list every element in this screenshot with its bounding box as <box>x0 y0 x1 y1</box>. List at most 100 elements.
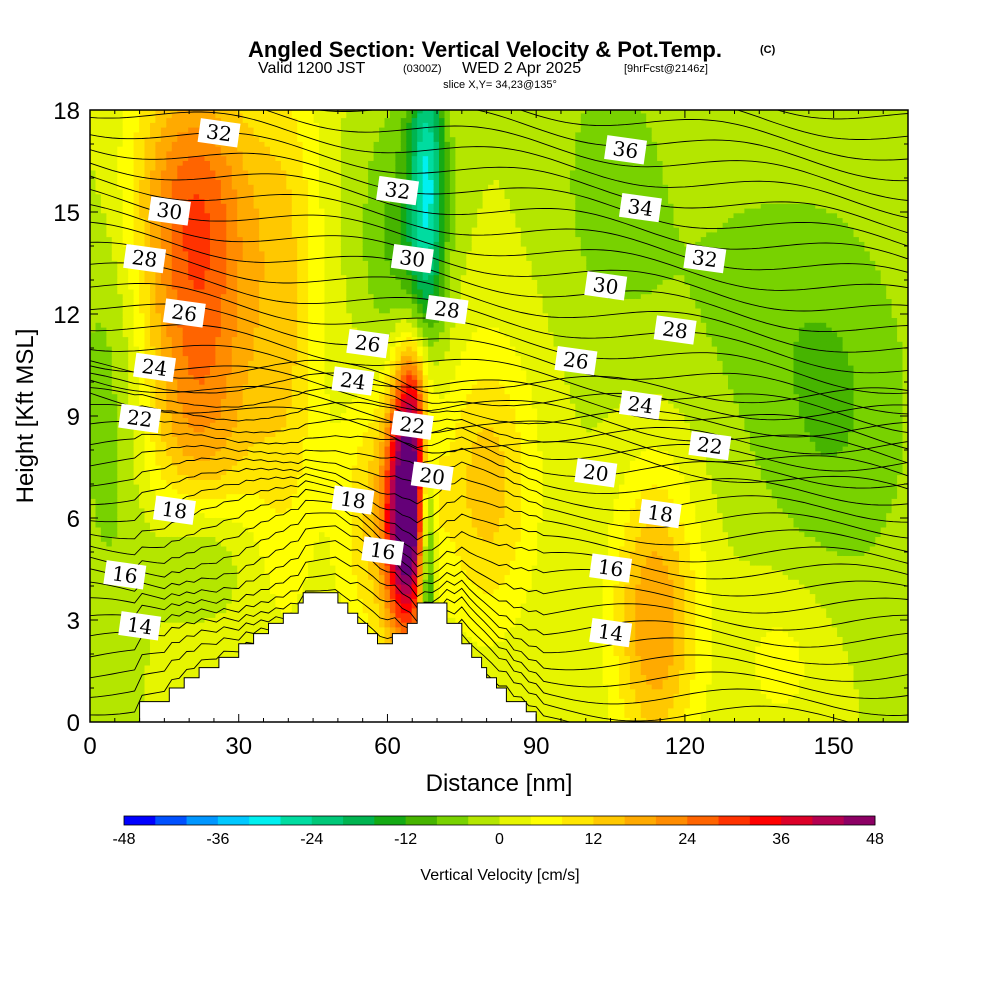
heatmap-cell <box>90 312 97 318</box>
heatmap-cell <box>286 227 293 233</box>
heatmap-cell <box>226 146 233 152</box>
heatmap-cell <box>144 536 151 542</box>
heatmap-cell <box>215 393 222 399</box>
heatmap-cell <box>237 341 244 347</box>
heatmap-cell <box>291 503 298 509</box>
heatmap-cell <box>220 188 227 195</box>
heatmap-cell <box>122 698 129 704</box>
heatmap-cell <box>133 488 140 495</box>
heatmap-cell <box>150 555 157 561</box>
heatmap-cell <box>155 146 162 152</box>
heatmap-cell <box>199 203 206 209</box>
heatmap-cell <box>90 265 97 271</box>
heatmap-cell <box>117 503 124 509</box>
heatmap-cell <box>259 441 266 447</box>
heatmap-cell <box>280 131 287 138</box>
heatmap-cell <box>139 127 146 133</box>
heatmap-cell <box>231 231 238 238</box>
heatmap-cell <box>204 174 211 180</box>
heatmap-cell <box>226 579 233 585</box>
heatmap-cell <box>177 484 184 490</box>
heatmap-cell <box>106 341 113 347</box>
heatmap-cell <box>220 493 227 499</box>
heatmap-cell <box>199 555 206 561</box>
heatmap-cell <box>171 384 178 390</box>
heatmap-cell <box>122 117 129 123</box>
heatmap-cell <box>193 212 200 219</box>
heatmap-cell <box>188 536 195 542</box>
heatmap-cell <box>248 269 255 276</box>
heatmap-cell <box>264 479 271 485</box>
heatmap-cell <box>171 250 178 257</box>
heatmap-cell <box>106 231 113 238</box>
heatmap-cell <box>117 112 124 119</box>
heatmap-cell <box>210 479 217 485</box>
heatmap-cell <box>231 579 238 585</box>
heatmap-cell <box>242 246 249 252</box>
heatmap-cell <box>90 469 97 476</box>
heatmap-cell <box>95 626 102 633</box>
heatmap-cell <box>117 293 124 299</box>
heatmap-cell <box>106 541 113 547</box>
heatmap-cell <box>237 398 244 404</box>
heatmap-cell <box>150 150 157 157</box>
heatmap-cell <box>248 474 255 480</box>
heatmap-cell <box>193 227 200 233</box>
heatmap-cell <box>259 127 266 133</box>
heatmap-cell <box>215 331 222 338</box>
heatmap-cell <box>270 188 277 195</box>
heatmap-cell <box>199 522 206 528</box>
heatmap-cell <box>242 298 249 304</box>
heatmap-cell <box>100 474 107 480</box>
heatmap-cell <box>117 288 124 295</box>
heatmap-cell <box>160 603 167 609</box>
heatmap-cell <box>166 255 173 261</box>
heatmap-cell <box>122 541 129 547</box>
heatmap-cell <box>280 350 287 357</box>
heatmap-cell <box>220 184 227 190</box>
heatmap-cell <box>177 426 184 433</box>
heatmap-cell <box>275 265 282 271</box>
heatmap-cell <box>210 660 217 666</box>
heatmap-cell <box>155 160 162 166</box>
heatmap-cell <box>100 526 107 533</box>
heatmap-cell <box>139 122 146 128</box>
heatmap-cell <box>220 165 227 171</box>
heatmap-cell <box>264 564 271 571</box>
heatmap-cell <box>106 236 113 242</box>
heatmap-cell <box>237 336 244 342</box>
heatmap-cell <box>231 307 238 314</box>
heatmap-cell <box>111 393 118 399</box>
heatmap-cell <box>188 293 195 299</box>
heatmap-cell <box>144 522 151 528</box>
heatmap-cell <box>220 322 227 328</box>
heatmap-cell <box>275 436 282 442</box>
heatmap-cell <box>122 236 129 242</box>
heatmap-cell <box>133 198 140 204</box>
heatmap-cell <box>199 169 206 176</box>
heatmap-cell <box>226 207 233 214</box>
heatmap-cell <box>122 274 129 280</box>
heatmap-cell <box>117 636 124 642</box>
heatmap-cell <box>204 560 211 566</box>
heatmap-cell <box>188 641 195 647</box>
heatmap-cell <box>166 165 173 171</box>
heatmap-cell <box>171 326 178 333</box>
heatmap-cell <box>182 660 189 666</box>
heatmap-cell <box>117 203 124 209</box>
heatmap-cell <box>144 555 151 561</box>
heatmap-cell <box>111 241 118 247</box>
heatmap-cell <box>259 412 266 418</box>
heatmap-cell <box>242 227 249 233</box>
heatmap-cell <box>90 698 97 704</box>
heatmap-cell <box>253 564 260 571</box>
heatmap-cell <box>231 341 238 347</box>
heatmap-cell <box>117 431 124 437</box>
heatmap-cell <box>253 174 260 180</box>
heatmap-cell <box>220 393 227 399</box>
heatmap-cell <box>215 593 222 599</box>
heatmap-cell <box>231 641 238 647</box>
heatmap-cell <box>275 550 282 556</box>
heatmap-cell <box>248 564 255 571</box>
heatmap-cell <box>237 184 244 190</box>
